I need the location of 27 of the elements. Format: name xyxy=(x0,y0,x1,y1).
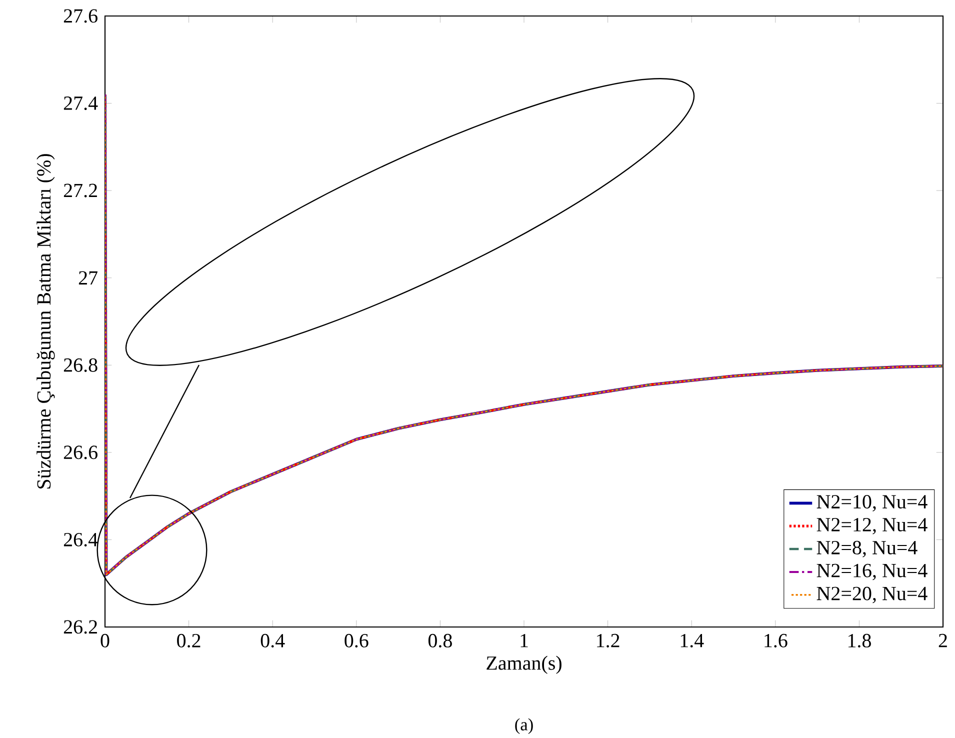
text: (a) xyxy=(515,718,533,734)
y-tick-label: 26.6 xyxy=(64,446,98,460)
legend-label: N2=12, Nu=4 xyxy=(816,518,928,534)
x-tick-label: 0.8 xyxy=(428,634,452,648)
y-tick-label: 27.6 xyxy=(64,9,98,23)
y-tick-label: 26.4 xyxy=(64,532,98,546)
x-tick-label: 0 xyxy=(100,634,110,648)
x-tick-label: 1.6 xyxy=(764,634,788,648)
x-tick-label: 0.6 xyxy=(344,634,368,648)
y-tick-label: 27.4 xyxy=(64,96,98,110)
legend-label: N2=10, Nu=4 xyxy=(816,495,928,512)
x-tick-label: 1.8 xyxy=(848,634,871,648)
y-tick-label: 27 xyxy=(78,271,98,284)
y-tick-label: 27.2 xyxy=(64,184,97,198)
y-tick-label: 26.8 xyxy=(64,358,98,372)
legend-label: N2=16, Nu=4 xyxy=(816,564,928,580)
x-tick-label: 1 xyxy=(520,634,528,648)
x-tick-label: 1.4 xyxy=(680,634,704,648)
x-tick-label: 1.2 xyxy=(597,634,620,648)
y-tick-label: 26.2 xyxy=(64,620,97,634)
x-tick-label: 0.2 xyxy=(177,634,200,648)
legend-label: N2=20, Nu=4 xyxy=(816,586,928,604)
x-tick-label: 2 xyxy=(938,634,947,648)
x-tick-label: 0.4 xyxy=(260,634,285,648)
y-axis-title: Süzdürme Çubuğunun Batma Miktarı (%) xyxy=(36,154,55,488)
legend-label: N2=8, Nu=4 xyxy=(816,540,918,558)
x-axis-title: Zaman(s) xyxy=(486,656,562,674)
